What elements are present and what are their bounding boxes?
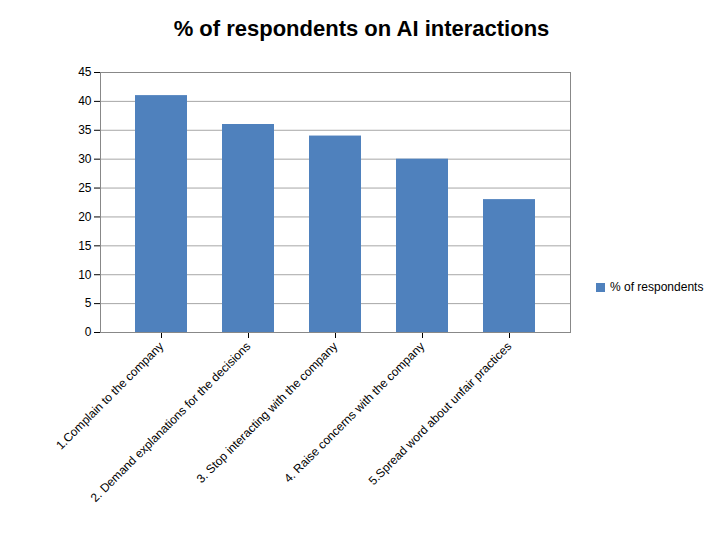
svg-text:40: 40 [78, 94, 92, 108]
svg-text:45: 45 [78, 65, 92, 79]
svg-text:30: 30 [78, 152, 92, 166]
svg-text:1.Complain to the company: 1.Complain to the company [53, 339, 167, 453]
html-text:% of respondents on AI interac: % of respondents on AI interactions [173, 16, 550, 41]
svg-text:35: 35 [78, 123, 92, 137]
svg-text:4. Raise concerns with the com: 4. Raise concerns with the company [281, 339, 427, 485]
svg-text:15: 15 [78, 239, 92, 253]
svg-text:20: 20 [78, 210, 92, 224]
svg-text:25: 25 [78, 181, 92, 195]
svg-text:3. Stop interacting with the c: 3. Stop interacting with the company [194, 339, 341, 486]
svg-text:5: 5 [85, 296, 92, 310]
svg-text:0: 0 [85, 325, 92, 339]
svg-text:10: 10 [78, 268, 92, 282]
svg-text:5.Spread word about unfair pra: 5.Spread word about unfair practices [366, 339, 515, 488]
svg-text:2. Demand explanations for the: 2. Demand explanations for the decisions [88, 339, 254, 505]
html-text:% of respondents: % of respondents [610, 280, 704, 294]
